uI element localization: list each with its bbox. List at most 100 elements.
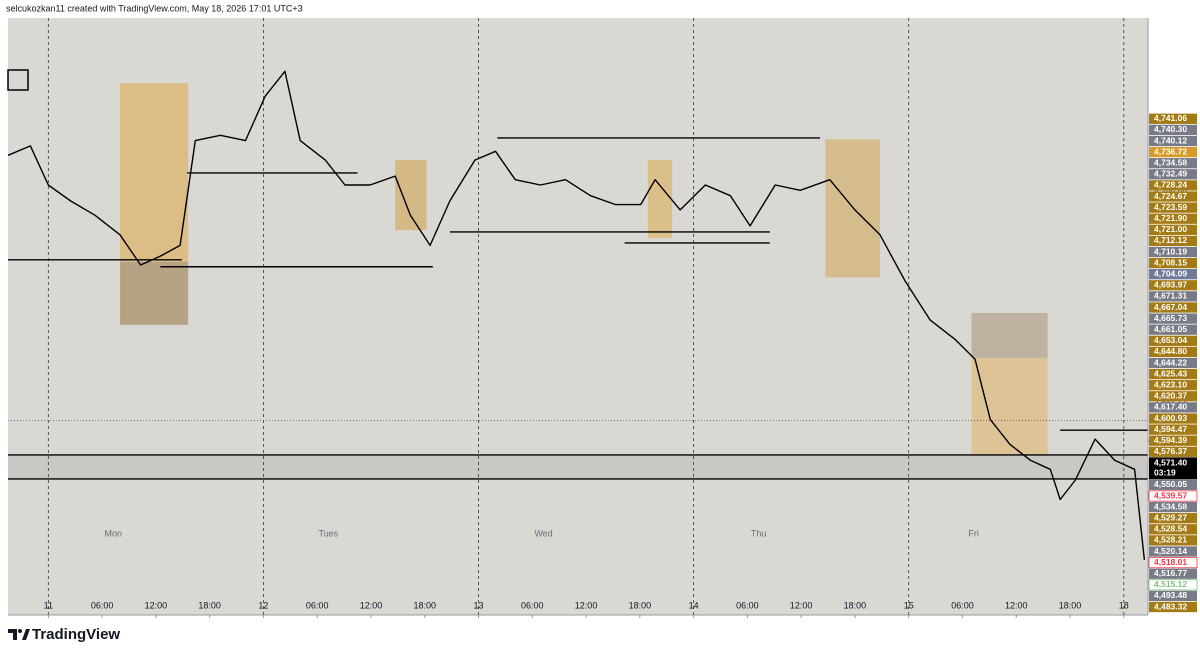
x-tick-label: 12:00	[360, 600, 383, 610]
price-label: 4,528.21	[1154, 535, 1187, 545]
price-label: 4,712.12	[1154, 235, 1187, 245]
zone	[647, 159, 673, 239]
zone	[395, 159, 427, 231]
current-price-badge	[1149, 457, 1197, 480]
price-label: 4,728.24	[1154, 180, 1187, 190]
footer-text: TradingView	[32, 626, 120, 643]
price-label-badge	[1149, 590, 1197, 602]
price-label: 4,529.27	[1154, 512, 1187, 522]
price-label-badge	[1148, 579, 1198, 591]
price-label: 4,740.12	[1154, 135, 1187, 145]
plot-layer: Mon Tues Wed Thu Fri	[7, 18, 1148, 615]
price-label-badge	[1149, 146, 1197, 158]
day-label: Mon	[105, 528, 123, 538]
price-label: 4,665.73	[1154, 313, 1187, 323]
price-label-badge	[1149, 269, 1197, 280]
x-tick-label: 18:00	[844, 600, 867, 610]
price-label: 4,721.00	[1154, 224, 1187, 234]
x-tick-label: 06:00	[521, 600, 544, 610]
price-label: 4,740.30	[1154, 124, 1187, 134]
price-label-badge	[1149, 113, 1197, 124]
price-label: 4,721.90	[1154, 213, 1187, 223]
price-label: 4,741.06	[1154, 113, 1187, 123]
x-tick-label: 06:00	[306, 600, 329, 610]
price-label: 4,515.12	[1154, 579, 1187, 589]
logo-mark	[8, 629, 17, 640]
axis-layer: 11 06:00 12:00 18:00 12 06:00 12:00 18:00 13 06:0…	[44, 113, 1198, 618]
price-label: 4,671.31	[1154, 291, 1187, 301]
price-label: 4,644.22	[1154, 357, 1187, 367]
price-label: 4,661.05	[1154, 324, 1187, 334]
price-label: 4,667.04	[1154, 302, 1187, 312]
price-label-badge	[1149, 324, 1197, 335]
price-label: 4,550.05	[1154, 479, 1187, 489]
x-tick-label: 06:00	[91, 600, 114, 610]
price-label-badge	[1149, 357, 1197, 369]
price-label: 4,708.15	[1154, 257, 1187, 267]
x-tick-label: 06:00	[736, 600, 759, 610]
day-label: Thu	[751, 528, 767, 538]
price-label-badge	[1149, 158, 1197, 169]
price-label: 4,483.32	[1154, 601, 1187, 611]
price-label-badge	[1149, 180, 1197, 191]
price-label-badge	[1149, 546, 1197, 557]
x-tick-label: 12:00	[145, 600, 168, 610]
marker-box	[7, 69, 29, 91]
logo-dot	[18, 629, 22, 633]
x-tick-label: 18:00	[1059, 600, 1082, 610]
price-label: 4,576.37	[1154, 446, 1187, 456]
day-label: Tues	[319, 528, 339, 538]
price-label-badge	[1149, 191, 1197, 202]
zone	[8, 454, 1148, 479]
price-label: 4,518.01	[1154, 557, 1187, 567]
x-tick-label: 12:00	[790, 600, 813, 610]
price-label: 4,693.97	[1154, 280, 1187, 290]
price-label-badge	[1149, 213, 1197, 224]
day-label: Fri	[968, 528, 979, 538]
x-tick-label: 11	[44, 600, 53, 610]
x-tick-label: 12:00	[1005, 600, 1028, 610]
x-tick-label: 12	[258, 600, 268, 610]
price-label-badge	[1149, 291, 1197, 302]
price-label: 4,644.80	[1154, 346, 1187, 356]
price-label: 4,520.14	[1154, 546, 1187, 556]
countdown-label: 03:19	[1154, 468, 1176, 478]
price-label: 4,724.67	[1154, 191, 1187, 201]
price-label-badge	[1149, 391, 1197, 402]
price-label-badge	[1149, 302, 1197, 313]
logo-mark	[22, 629, 30, 640]
price-label: 4,620.37	[1154, 391, 1187, 401]
price-label: 4,617.40	[1154, 402, 1187, 412]
price-label: 4,710.19	[1154, 246, 1187, 256]
price-label: 4,736.72	[1154, 146, 1187, 156]
price-label-badge	[1149, 479, 1197, 491]
price-label-badge	[1149, 535, 1197, 546]
x-tick-label: 13	[474, 600, 484, 610]
price-label: 4,625.43	[1154, 368, 1187, 378]
price-label-badge	[1149, 124, 1197, 136]
price-label-badge	[1149, 280, 1197, 291]
x-tick-label: 18:00	[413, 600, 436, 610]
price-label-badge	[1149, 135, 1197, 147]
price-label: 4,528.54	[1154, 524, 1187, 534]
x-tick-label: 18:00	[198, 600, 221, 610]
price-label-badge	[1148, 557, 1198, 569]
price-label-badge	[1149, 402, 1197, 413]
plot-area	[8, 18, 1148, 615]
x-tick-label: 15	[904, 600, 914, 610]
price-label-badge	[1149, 380, 1197, 391]
price-label-badge	[1149, 235, 1197, 247]
price-label-badge	[1149, 246, 1197, 258]
price-label-badge	[1149, 446, 1197, 457]
price-label-badge	[1149, 224, 1197, 235]
price-label: 4,493.48	[1154, 590, 1187, 600]
price-label: 4,516.77	[1154, 568, 1187, 578]
price-label: 4,734.58	[1154, 157, 1187, 167]
price-label-badge	[1149, 202, 1197, 213]
zone	[971, 357, 1048, 455]
price-label-badge	[1149, 313, 1197, 324]
price-label: 4,704.09	[1154, 268, 1187, 278]
price-label-badge	[1149, 435, 1197, 446]
zone	[120, 83, 189, 262]
